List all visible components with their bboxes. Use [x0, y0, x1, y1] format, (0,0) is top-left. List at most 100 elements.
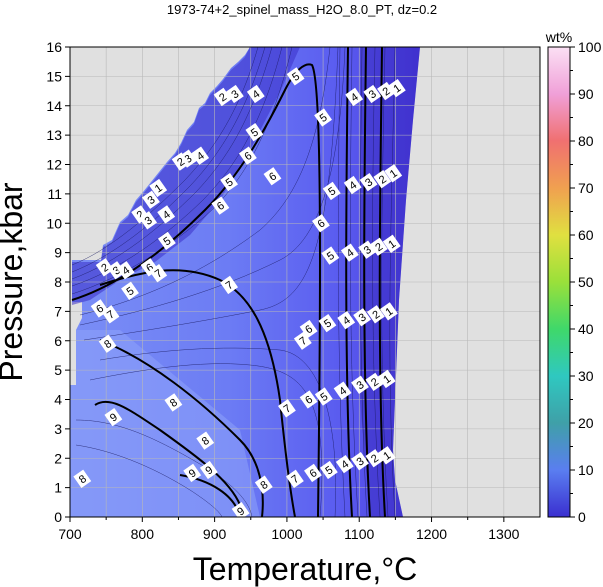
contour-label: 3	[353, 308, 372, 327]
contour-label-box	[238, 146, 257, 165]
contour-label-text: 1	[381, 449, 393, 462]
contour-label-text: 3	[111, 264, 123, 277]
contour-label-text: 1	[386, 238, 398, 251]
contour-label: 4	[340, 243, 359, 262]
contour-label-box	[178, 149, 197, 168]
contour-label-text: 5	[224, 176, 236, 189]
contour-label: 3	[139, 211, 158, 230]
contour-label-text: 6	[316, 217, 328, 230]
colorbar-ticks: 0 10 20 30 40 50 60 70 80 90 100	[570, 39, 602, 525]
contour-label-text: 4	[337, 385, 349, 398]
contour-label-box	[246, 84, 265, 104]
contour-label: 4	[246, 84, 265, 104]
y-tick-label: 15	[46, 68, 62, 84]
contour-label: 3	[358, 240, 377, 259]
contour-label-box	[121, 281, 139, 300]
contour-label-box	[351, 375, 369, 394]
contour-label-box	[377, 446, 396, 465]
contour-label-box	[220, 172, 239, 192]
contour-label-text: 6	[303, 323, 315, 336]
colorbar-tick-label: 60	[578, 227, 594, 243]
contour-label-box	[377, 81, 395, 101]
contour-label-text: 2	[99, 261, 111, 274]
contour-label: 3	[351, 375, 369, 394]
y-tick-label: 2	[54, 450, 62, 466]
contour-label: 3	[178, 149, 197, 168]
gridlines	[70, 47, 540, 517]
contour-label-box	[311, 214, 330, 233]
contour-label-box	[314, 108, 333, 127]
contour-label: 4	[157, 205, 176, 224]
contour-label-text: 9	[187, 467, 199, 480]
contour-label-text: 4	[344, 247, 356, 260]
contour-label-text: 4	[161, 209, 173, 222]
contour-label: 5	[286, 67, 305, 86]
contour-label-text: 8	[102, 338, 114, 351]
contour-label: 2	[366, 305, 385, 324]
y-tick-label: 3	[54, 421, 62, 437]
contour-label-text: 5	[290, 71, 302, 84]
contour-label-box	[254, 475, 273, 494]
contour-label-text: 3	[363, 176, 375, 189]
contour-label-text: 2	[175, 156, 187, 169]
contour-label: 2	[365, 372, 384, 392]
contour-label: 3	[351, 452, 369, 471]
contour-label: 5	[314, 108, 333, 127]
contour-label: 3	[142, 190, 160, 209]
contour-label: 5	[319, 460, 338, 480]
contour-label-text: 1	[391, 82, 403, 95]
contour-label-box	[245, 123, 264, 142]
contour-lines-thick	[71, 47, 386, 517]
colorbar-tick-label: 20	[578, 415, 594, 431]
contour-label: 3	[359, 172, 378, 192]
contour-label-box	[377, 369, 396, 389]
contour-label: 1	[387, 78, 406, 98]
contour-label-text: 6	[215, 200, 227, 213]
contour-label-box	[196, 431, 215, 450]
x-tick-label: 1200	[416, 526, 447, 542]
contour-labels: 1234512345123451234561234561234567777665…	[73, 67, 406, 521]
x-tick-label: 800	[131, 526, 155, 542]
contour-label: 8	[254, 475, 273, 494]
contour-label-box	[363, 84, 382, 104]
contour-label-box	[191, 146, 210, 165]
contour-label: 8	[73, 469, 92, 488]
contour-label: 6	[304, 463, 322, 483]
contour-label: 5	[220, 172, 239, 192]
contour-label-text: 2	[217, 91, 229, 104]
colorbar-tick-label: 40	[578, 321, 594, 337]
contour-label-text: 3	[357, 311, 369, 324]
contour-label-box	[164, 393, 183, 412]
x-tick-label: 900	[203, 526, 227, 542]
contour-label-box	[351, 452, 369, 471]
contour-label-box	[299, 390, 318, 409]
contour-label-box	[231, 501, 250, 521]
contour-label: 2	[377, 81, 395, 101]
y-tick-label: 13	[46, 127, 62, 143]
contour-label: 2	[213, 87, 232, 107]
contour-label-box	[299, 319, 318, 339]
contour-label-box	[314, 387, 333, 406]
colorbar-tick-label: 50	[578, 274, 594, 290]
contour-label-text: 9	[203, 464, 215, 477]
contour-label-box	[98, 334, 117, 353]
contour-label: 5	[245, 123, 264, 142]
contour-label-box	[211, 196, 230, 215]
contour-label: 2	[365, 449, 384, 468]
contour-label-text: 6	[267, 170, 279, 183]
contour-label-box	[382, 234, 401, 253]
contour-label: 5	[121, 281, 139, 300]
contour-label-box	[369, 237, 388, 256]
colorbar	[547, 46, 571, 518]
contour-label-box	[225, 84, 244, 104]
contour-label-box	[286, 67, 305, 86]
contour-label-text: 3	[355, 379, 367, 392]
contour-label-box	[304, 463, 322, 483]
contour-label-text: 5	[323, 464, 335, 477]
contour-label: 6	[238, 146, 257, 165]
contour-label: 2	[369, 237, 388, 256]
y-tick-label: 9	[54, 245, 62, 261]
contour-label-text: 7	[297, 335, 309, 348]
y-tick-label: 14	[46, 98, 62, 114]
contour-label-box	[319, 460, 338, 480]
